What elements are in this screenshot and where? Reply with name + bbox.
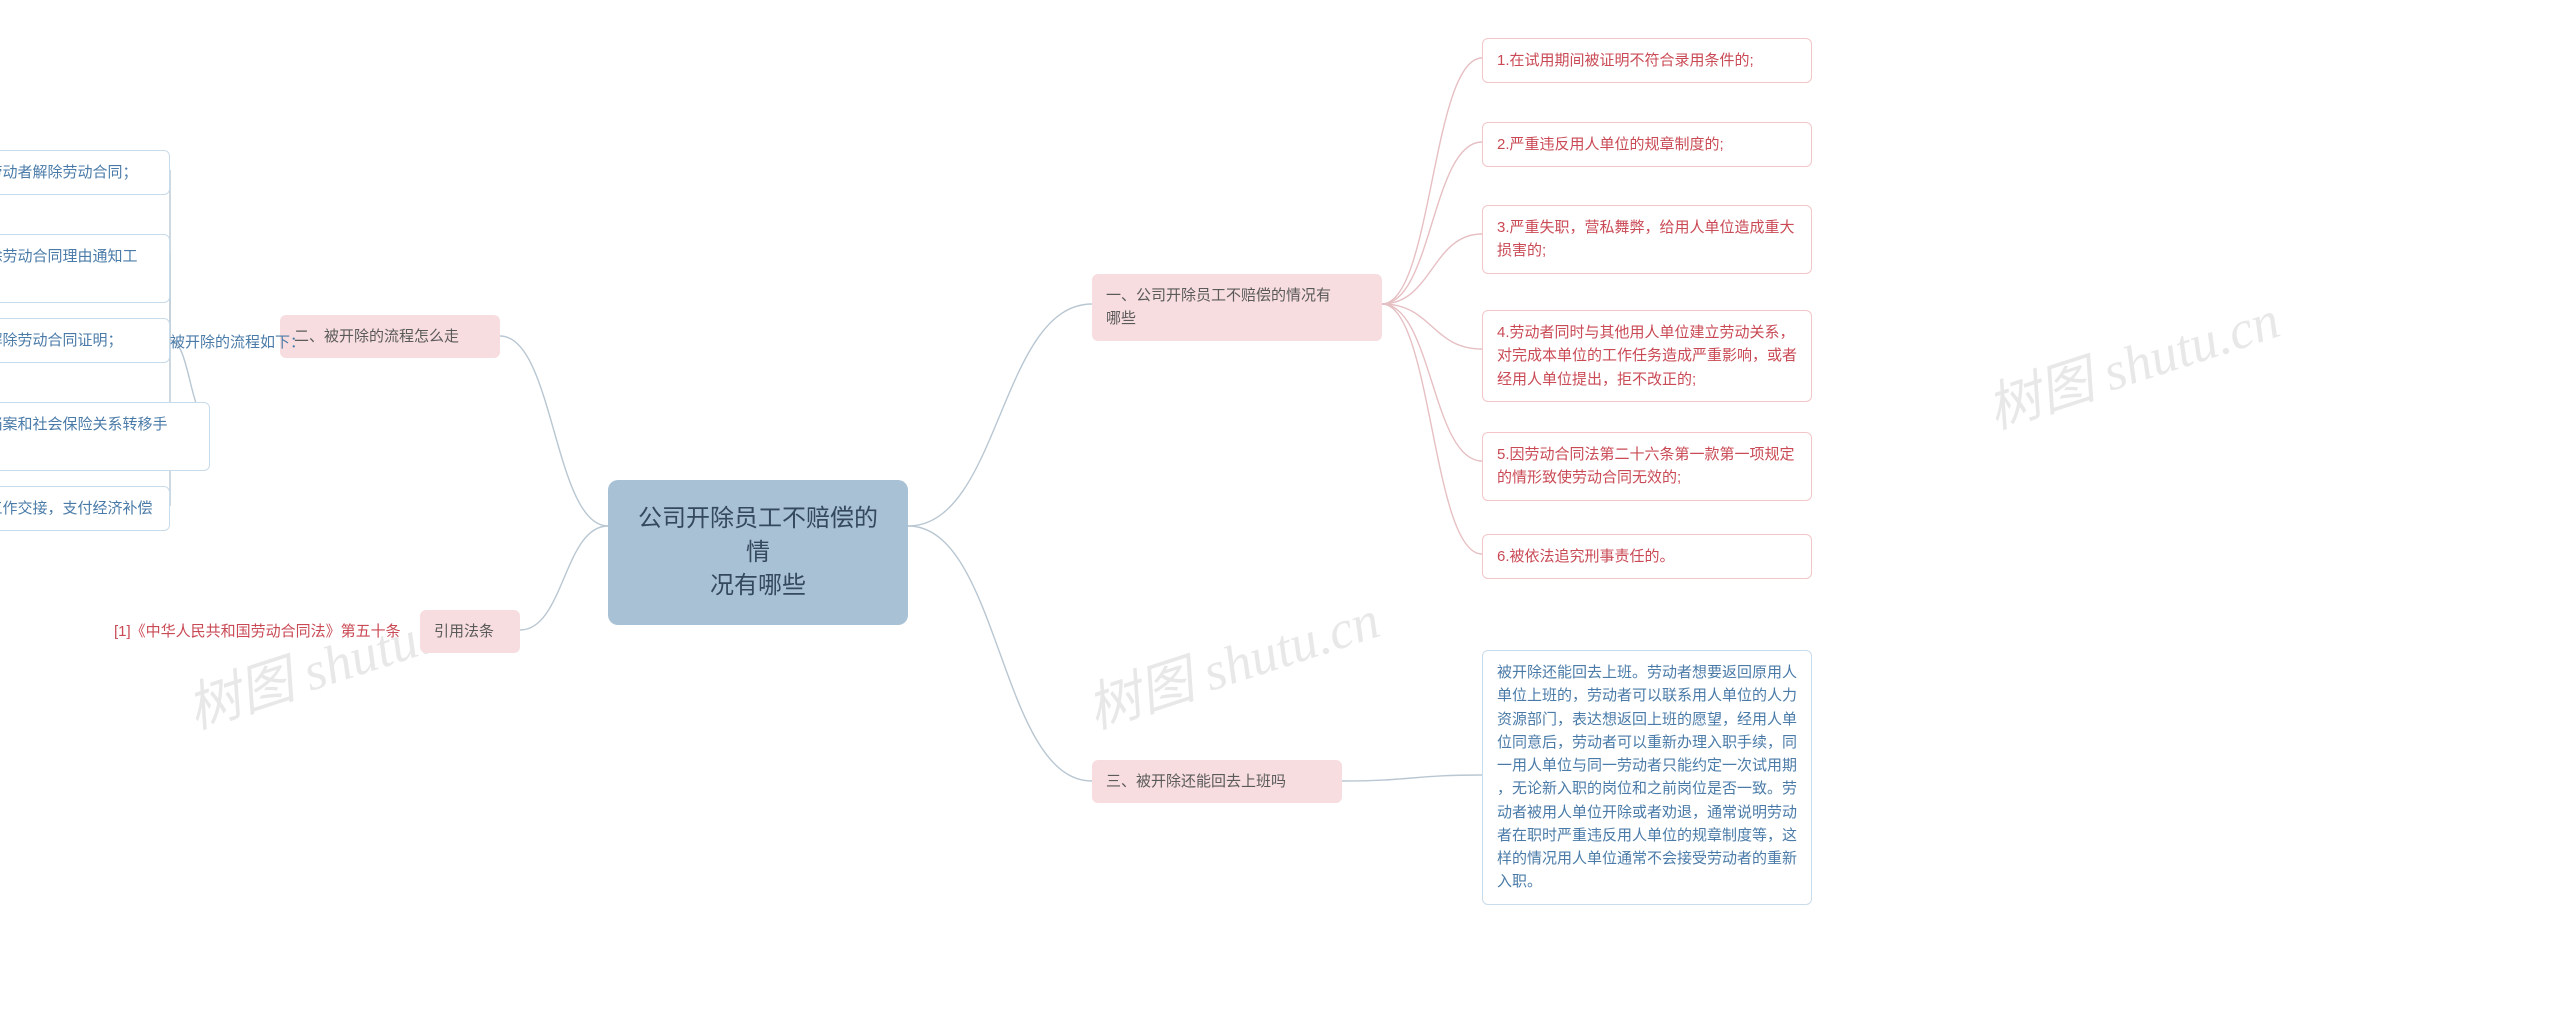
- branch-b3: 三、被开除还能回去上班吗: [1092, 760, 1342, 803]
- leaf-b1-0: 1.在试用期间被证明不符合录用条件的;: [1482, 38, 1812, 83]
- leaf-b3-0: 被开除还能回去上班。劳动者想要返回原用人 单位上班的，劳动者可以联系用人单位的人…: [1482, 650, 1812, 905]
- leaf-b2-1: 2.将解除劳动合同理由通知工会；: [0, 234, 170, 303]
- sublabel-b2: 被开除的流程如下：: [170, 325, 320, 360]
- leaf-b2-4: 5.办理工作交接，支付经济补偿: [0, 486, 170, 531]
- leaf-b1-3: 4.劳动者同时与其他用人单位建立劳动关系， 对完成本单位的工作任务造成严重影响，…: [1482, 310, 1812, 402]
- branch-b1: 一、公司开除员工不赔偿的情况有 哪些: [1092, 274, 1382, 341]
- leaf-b2-2: 3.出具解除劳动合同证明；: [0, 318, 170, 363]
- leaf-b2-3: 4.办理档案和社会保险关系转移手续；: [0, 402, 210, 471]
- leaf-bref-0: [1]《中华人民共和国劳动合同法》第五十条: [100, 610, 420, 653]
- leaf-b1-2: 3.严重失职，营私舞弊，给用人单位造成重大 损害的;: [1482, 205, 1812, 274]
- watermark: 树图 shutu.cn: [1075, 575, 1388, 744]
- connector-layer: [0, 0, 2560, 1028]
- watermark: 树图 shutu.cn: [175, 575, 488, 744]
- branch-bref: 引用法条: [420, 610, 520, 653]
- leaf-b2-0: 1.通知劳动者解除劳动合同；: [0, 150, 170, 195]
- watermark: 树图 shutu.cn: [1975, 275, 2288, 444]
- leaf-b1-4: 5.因劳动合同法第二十六条第一款第一项规定 的情形致使劳动合同无效的;: [1482, 432, 1812, 501]
- leaf-b1-5: 6.被依法追究刑事责任的。: [1482, 534, 1812, 579]
- leaf-b1-1: 2.严重违反用人单位的规章制度的;: [1482, 122, 1812, 167]
- center-node: 公司开除员工不赔偿的情 况有哪些: [608, 480, 908, 625]
